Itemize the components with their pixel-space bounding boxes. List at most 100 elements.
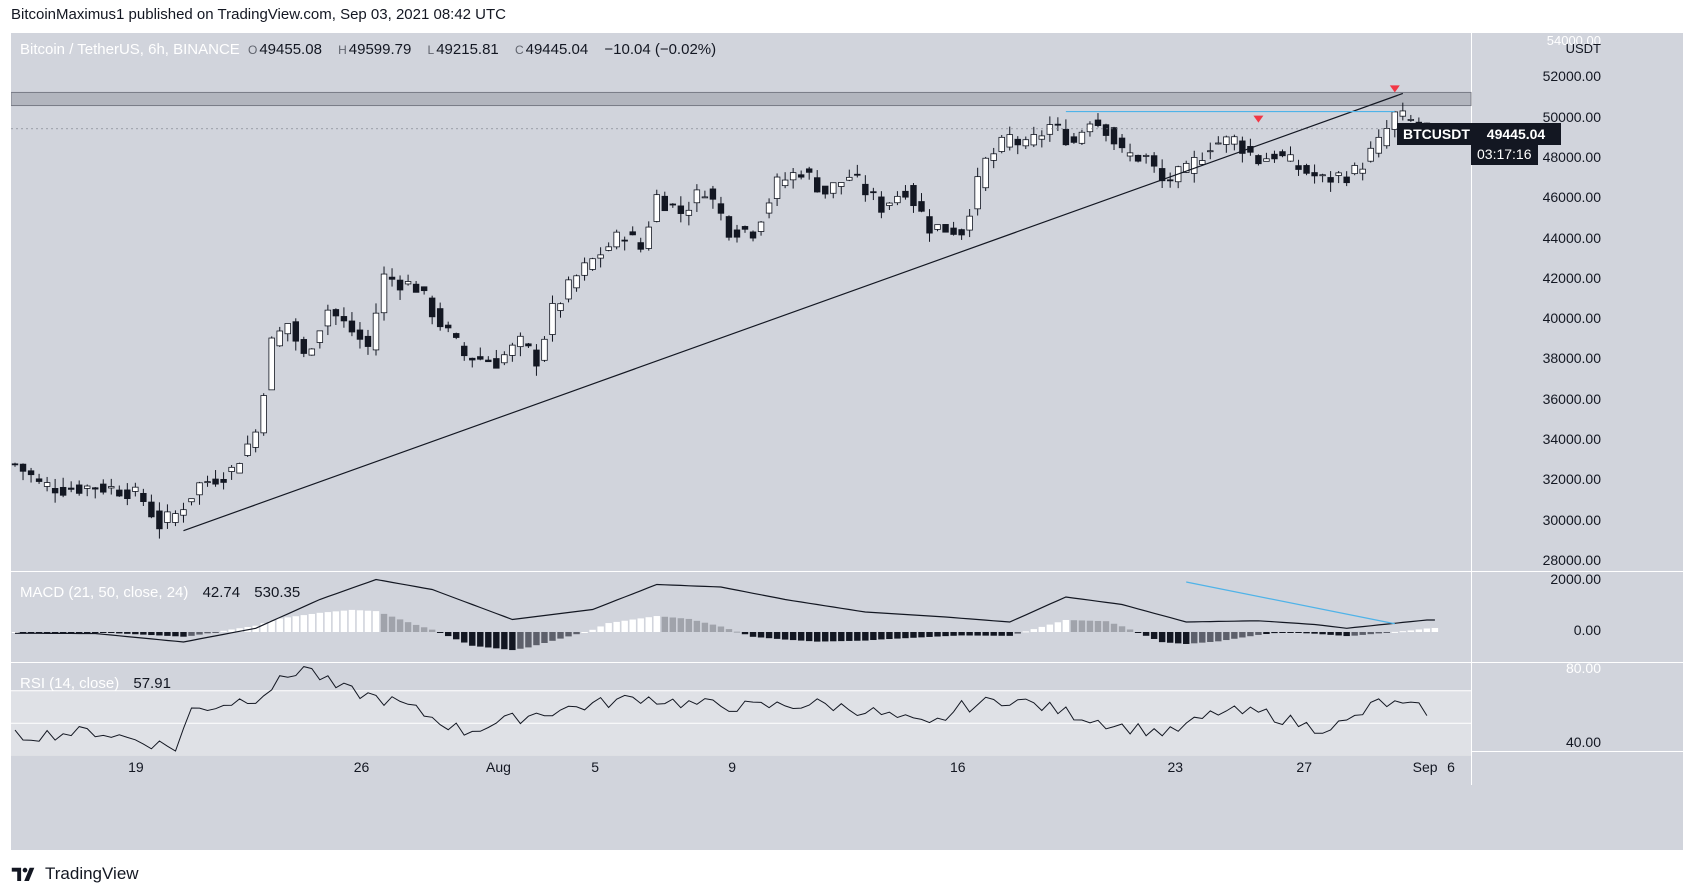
- macd-histogram-bar: [1174, 632, 1182, 644]
- candle-up: [316, 330, 324, 343]
- candle-down: [878, 196, 885, 213]
- macd-divergence-line: [1186, 581, 1395, 625]
- candle-down: [156, 510, 163, 530]
- candle-down: [1255, 155, 1262, 165]
- candle-down: [148, 501, 155, 518]
- macd-histogram-bar: [886, 632, 893, 640]
- macd-histogram-bar: [1094, 620, 1102, 632]
- time-axis-label: Aug: [486, 759, 511, 775]
- candle-down: [1118, 137, 1126, 149]
- time-axis-label: 6: [1447, 759, 1455, 775]
- candle-up: [276, 330, 283, 347]
- time-axis-label: 27: [1296, 759, 1313, 775]
- candle-down: [444, 324, 452, 329]
- macd-histogram-bar: [444, 632, 452, 637]
- macd-histogram-bar: [212, 632, 219, 633]
- candle-up: [404, 281, 412, 285]
- macd-histogram-bar: [1263, 632, 1270, 635]
- macd-histogram-bar: [1279, 632, 1286, 633]
- tradingview-footer[interactable]: TradingView: [11, 864, 139, 884]
- candle-up: [1199, 160, 1206, 165]
- macd-histogram-bar: [1359, 632, 1366, 635]
- macd-histogram-bar: [830, 632, 837, 642]
- candle-up: [693, 189, 701, 204]
- candle-down: [469, 357, 476, 361]
- macd-histogram-bar: [388, 616, 396, 632]
- price-axis-label: 48000.00: [1542, 148, 1601, 165]
- candle-down: [822, 185, 829, 195]
- time-axis-label: 9: [728, 759, 737, 775]
- candle-up: [1207, 150, 1214, 153]
- macd-histogram-bar: [573, 632, 580, 635]
- candle-down: [1327, 177, 1334, 183]
- macd-histogram-value: 42.74: [202, 584, 241, 601]
- low-key: L: [427, 43, 435, 57]
- candle-down: [356, 329, 364, 340]
- macd-axis-label-high: 2000.00: [1550, 571, 1601, 587]
- macd-histogram-bar: [461, 632, 468, 643]
- macd-histogram-bar: [1415, 629, 1423, 632]
- candle-up: [966, 215, 973, 231]
- candle-up: [204, 481, 211, 484]
- candle-up: [541, 338, 548, 361]
- candle-up: [284, 323, 291, 335]
- candle-down: [814, 177, 821, 193]
- macd-histogram-bar: [1255, 632, 1262, 635]
- price-axis-top-partial: 54000.00: [1546, 33, 1601, 48]
- resistance-band: [11, 91, 1472, 107]
- candle-up: [1038, 135, 1046, 140]
- macd-histogram-bar: [653, 616, 660, 632]
- candle-down: [67, 487, 75, 490]
- macd-histogram-bar: [132, 632, 139, 635]
- candle-down: [292, 321, 299, 342]
- candle-up: [830, 182, 837, 194]
- macd-histogram-bar: [814, 632, 821, 642]
- macd-histogram-bar: [292, 616, 299, 632]
- chart-canvas[interactable]: [11, 33, 1683, 850]
- candle-up: [84, 485, 91, 489]
- candle-up: [1086, 123, 1094, 133]
- macd-line: [15, 578, 1435, 643]
- macd-histogram-bar: [188, 632, 195, 636]
- macd-histogram-bar: [276, 618, 283, 632]
- macd-histogram-bar: [493, 632, 500, 649]
- macd-histogram-bar: [140, 632, 147, 635]
- candle-down: [220, 478, 227, 483]
- macd-histogram-bar: [1343, 632, 1350, 637]
- macd-histogram-bar: [878, 632, 885, 640]
- macd-histogram-bar: [1207, 632, 1214, 642]
- macd-signal-value: 530.35: [254, 584, 301, 601]
- candle-up: [565, 279, 572, 300]
- candle-down: [477, 356, 484, 360]
- macd-histogram-bar: [316, 612, 324, 632]
- candle-down: [428, 297, 436, 318]
- macd-histogram-bar: [1158, 632, 1166, 643]
- candle-up: [1183, 162, 1190, 173]
- macd-histogram-bar: [1311, 632, 1318, 634]
- candle-up: [1006, 134, 1013, 148]
- high-key: H: [338, 43, 347, 57]
- macd-histogram-bar: [1062, 619, 1070, 632]
- candle-down: [59, 486, 67, 496]
- macd-axis-label-zero: 0.00: [1573, 622, 1601, 638]
- chart-frame[interactable]: Bitcoin / TetherUS, 6h, BINANCE O 49455.0…: [11, 33, 1683, 850]
- macd-histogram-bar: [75, 632, 83, 633]
- macd-histogram-bar: [765, 632, 773, 639]
- macd-histogram-bar: [436, 632, 444, 633]
- candle-down: [124, 489, 131, 500]
- candle-up: [886, 202, 893, 206]
- candle-up: [1231, 136, 1238, 145]
- candle-up: [132, 486, 139, 492]
- candle-down: [918, 201, 925, 212]
- candle-up: [773, 176, 781, 199]
- candle-up: [188, 498, 195, 503]
- candle-down: [396, 279, 404, 291]
- price-axis-label: 36000.00: [1542, 390, 1601, 407]
- macd-legend: MACD (21, 50, close, 24) 42.74 530.35: [20, 584, 304, 601]
- candle-up: [894, 195, 901, 204]
- candle-down: [461, 345, 468, 357]
- candle-down: [1343, 176, 1350, 184]
- macd-histogram-bar: [1319, 632, 1326, 635]
- price-axis-label: 50000.00: [1542, 108, 1601, 125]
- candle-up: [1126, 152, 1134, 157]
